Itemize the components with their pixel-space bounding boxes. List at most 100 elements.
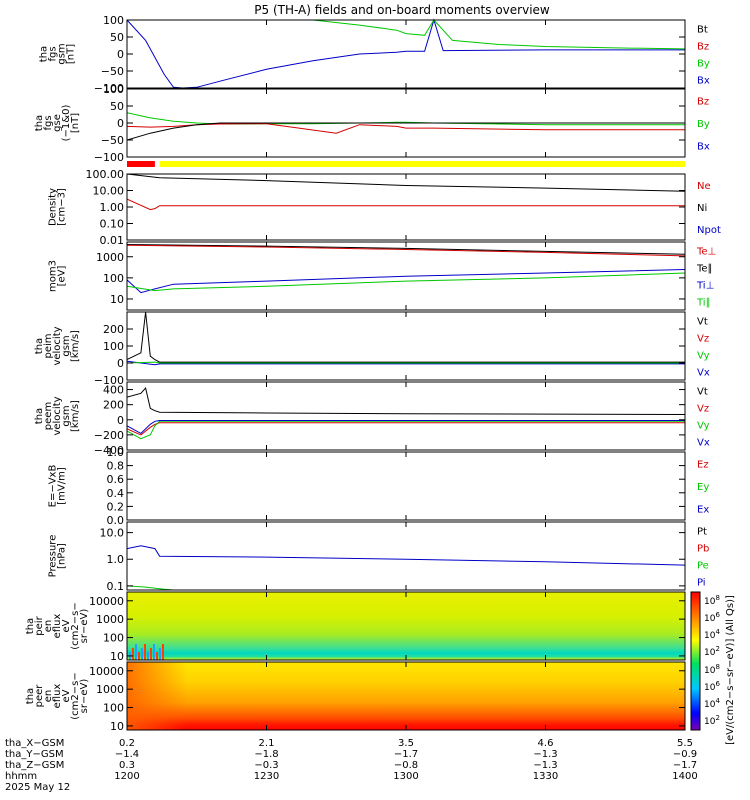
y-tick-label: 100 xyxy=(103,14,124,27)
y-tick-label: −100 xyxy=(94,82,124,95)
y-axis-label: fgs xyxy=(43,115,54,130)
y-tick-label: 1000 xyxy=(96,683,124,696)
y-tick-label: −100 xyxy=(94,374,124,387)
colorbar-scale xyxy=(690,591,701,731)
colorbar-tick-label: 104 xyxy=(704,628,720,641)
y-axis-label: [km/s] xyxy=(70,330,81,362)
y-axis-label: tha xyxy=(25,688,36,704)
legend-entry: Bz xyxy=(697,42,709,53)
y-axis-label: Density xyxy=(48,188,59,226)
y-tick-label: 100 xyxy=(103,83,124,96)
y-tick-label: 1.0 xyxy=(107,446,125,459)
time-row-value: 1400 xyxy=(672,771,697,782)
legend-entry: Ez xyxy=(697,459,709,470)
colorbar-tick-label: 102 xyxy=(704,645,720,658)
time-row-value: 0.3 xyxy=(119,760,135,771)
y-tick-label: 0.4 xyxy=(107,487,125,500)
y-tick-label: −400 xyxy=(94,444,124,457)
legend-entry: By xyxy=(697,59,710,70)
y-axis-label: sr−eV) xyxy=(79,609,90,644)
series-line-black xyxy=(126,122,685,141)
y-tick-label: −50 xyxy=(101,134,124,147)
y-tick-label: 0 xyxy=(117,414,124,427)
y-tick-label: −200 xyxy=(94,429,124,442)
spectrogram-burst xyxy=(162,644,164,660)
spectrogram-burst xyxy=(147,652,149,660)
y-tick-label: 0.0 xyxy=(107,514,125,527)
y-axis-label: tha xyxy=(39,46,50,62)
time-row-value: 1230 xyxy=(254,771,279,782)
time-row-value: −0.8 xyxy=(394,760,418,771)
y-tick-label: 50 xyxy=(110,31,124,44)
figure-title: P5 (TH-A) fields and on-board moments ov… xyxy=(254,3,550,17)
time-axis-group: tha_X−GSM 0.2 2.1 3.5 4.6 5.5 tha_Y−GSM −1.4 −1.… xyxy=(5,20,698,793)
panel-8: 10.0 1.0 0.1 Pressure[nPa] Pt Pb Pe Pi xyxy=(48,521,709,593)
series-line-red xyxy=(126,244,686,257)
spectrogram-burst xyxy=(156,652,158,660)
y-axis-label: tha xyxy=(25,618,36,634)
y-tick-label: 400 xyxy=(103,384,124,397)
y-axis-label: (cm2−s− xyxy=(70,602,81,649)
spectrogram-image xyxy=(127,592,685,660)
y-tick-label: 10 xyxy=(110,293,124,306)
panel-frame xyxy=(126,521,686,591)
spectrogram-burst xyxy=(138,652,140,660)
series-line-red xyxy=(126,123,685,134)
time-row-value: −1.4 xyxy=(115,749,139,760)
y-tick-label: 10000 xyxy=(89,665,124,678)
y-axis-label: E=−VxB xyxy=(48,465,59,508)
series-line-green xyxy=(126,272,686,292)
legend-entry: Vt xyxy=(697,317,708,328)
spectrogram-burst xyxy=(132,648,134,660)
legend-entry: Vy xyxy=(697,351,710,362)
panel-frame xyxy=(126,451,686,521)
colorbar-tick-label: 108 xyxy=(704,594,720,607)
legend-entry: Bx xyxy=(697,142,710,153)
mode-bar-segment xyxy=(159,161,686,167)
panel-3: 100.00 10.00 1.00 0.10 0.01 Density[cm−3] Ne Ni… xyxy=(48,168,721,247)
y-axis-label: sr−eV) xyxy=(79,679,90,714)
y-tick-label: 0 xyxy=(117,48,124,61)
spectrogram-shading xyxy=(127,662,187,730)
y-tick-label: 0.1 xyxy=(107,580,125,593)
legend-entry: Ti⊥ xyxy=(696,281,714,292)
y-axis-label: peem xyxy=(43,402,54,430)
series-line-green xyxy=(126,420,685,440)
time-row-value: 1200 xyxy=(114,771,139,782)
y-tick-label: 0.01 xyxy=(100,234,125,247)
y-tick-label: 10 xyxy=(110,720,124,733)
time-row-value: 0.2 xyxy=(119,738,135,749)
time-row-value: −1.7 xyxy=(673,760,697,771)
legend-entry: Vx xyxy=(697,438,710,449)
y-axis-label: eflux xyxy=(52,614,63,639)
y-axis-label: eV xyxy=(61,619,72,632)
time-row-value: −0.3 xyxy=(254,760,278,771)
time-row-value: −1.3 xyxy=(533,760,557,771)
panel-frame xyxy=(126,173,686,241)
y-tick-label: 100 xyxy=(103,272,124,285)
y-tick-label: 10 xyxy=(110,650,124,663)
y-axis-label: peer xyxy=(34,684,45,708)
y-tick-label: 200 xyxy=(103,323,124,336)
colorbar-tick-label: 106 xyxy=(704,611,720,624)
legend-entry: Vz xyxy=(697,404,709,415)
y-axis-label: [nT] xyxy=(70,113,81,133)
series-line-black xyxy=(126,386,686,415)
panel-10: 10000 1000 100 10 thapeerenefluxeV(cm2−s−sr−… xyxy=(25,661,686,733)
y-tick-label: 0.10 xyxy=(100,218,125,231)
spectrogram-burst xyxy=(144,644,146,660)
legend-entry: Ni xyxy=(697,203,707,214)
time-row-name: tha_Z−GSM xyxy=(5,760,64,771)
y-axis-label: Pressure xyxy=(48,535,59,578)
time-row-value: −1.3 xyxy=(533,749,557,760)
y-axis-label: eflux xyxy=(52,684,63,709)
panel-frame xyxy=(126,311,686,381)
series-line-blue xyxy=(126,420,685,435)
legend-entry: Bz xyxy=(697,96,709,107)
y-tick-label: 50 xyxy=(110,100,124,113)
legend-entry: By xyxy=(697,119,710,130)
y-tick-label: 10000 xyxy=(89,595,124,608)
y-axis-label: eV xyxy=(61,689,72,702)
time-row-value: 5.5 xyxy=(677,738,693,749)
